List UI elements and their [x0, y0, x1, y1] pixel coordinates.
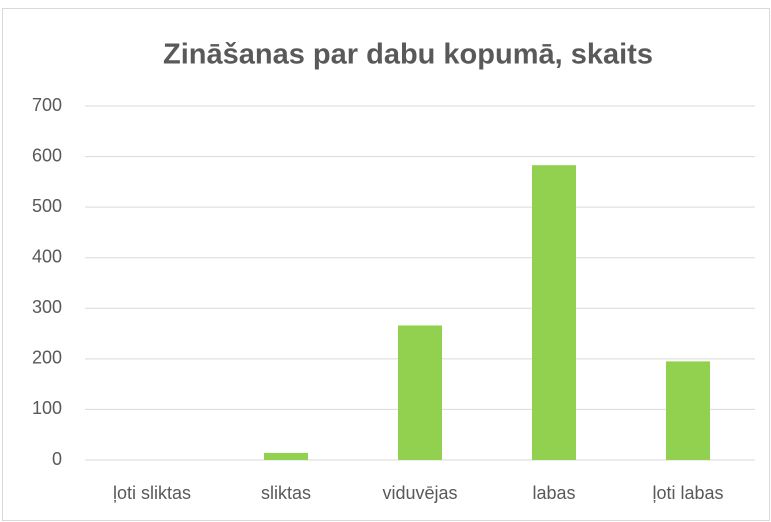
chart-title: Zināšanas par dabu kopumā, skaits [163, 39, 653, 71]
bar [532, 165, 576, 460]
x-tick-label: sliktas [261, 483, 311, 503]
x-tick-label: ļoti labas [652, 483, 723, 503]
y-tick-label: 400 [32, 246, 62, 266]
x-tick-label: labas [532, 483, 575, 503]
y-tick-label: 300 [32, 297, 62, 317]
y-tick-label: 600 [32, 145, 62, 165]
bar [398, 325, 442, 460]
y-tick-label: 0 [52, 449, 62, 469]
bar [666, 361, 710, 460]
y-tick-label: 500 [32, 196, 62, 216]
y-tick-label: 700 [32, 95, 62, 115]
y-tick-label: 200 [32, 348, 62, 368]
bar [264, 452, 308, 460]
x-tick-label: ļoti sliktas [113, 483, 191, 503]
y-tick-label: 100 [32, 398, 62, 418]
chart-border [2, 8, 770, 521]
x-tick-label: viduvējas [382, 483, 457, 503]
